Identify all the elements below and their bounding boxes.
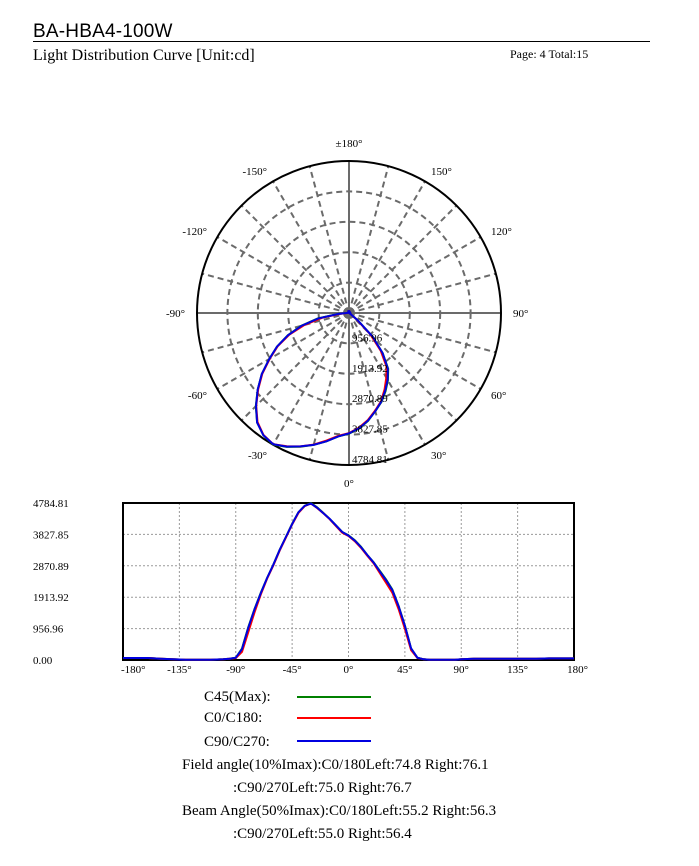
x-tick-label: -180°: [121, 664, 146, 676]
legend-label-c45: C45(Max):: [204, 689, 271, 705]
polar-angle-label: -150°: [242, 166, 267, 178]
field-angle-line-2: :C90/270Left:75.0 Right:76.7: [233, 780, 412, 796]
polar-chart: ±180° 150° 120° 90° 60° 30° 0° -30° -60° -90° -120…: [166, 138, 528, 490]
polar-angle-label: -90°: [166, 308, 185, 320]
polar-spoke: [201, 272, 350, 314]
polar-radial-label: 3827.85: [352, 424, 388, 436]
x-tick-label: 180°: [567, 664, 588, 676]
report-title: BA-HBA4-100W: [33, 21, 173, 42]
polar-series-2: [254, 310, 389, 448]
y-tick-label: 1913.92: [33, 592, 69, 604]
polar-angle-label: 120°: [491, 226, 512, 238]
x-tick-label: -45°: [283, 664, 302, 676]
y-tick-label: 0.00: [33, 655, 53, 667]
x-tick-label: 0°: [344, 664, 354, 676]
polar-spoke: [348, 180, 426, 314]
line-series-2: [123, 502, 574, 661]
polar-outer-circle: [196, 160, 502, 466]
y-tick-label: 3827.85: [33, 529, 69, 541]
polar-angle-label: 60°: [491, 390, 506, 402]
polar-spoke: [240, 312, 350, 422]
y-tick-label: 4784.81: [33, 498, 69, 510]
polar-spoke: [216, 312, 350, 390]
field-angle-line-1: Field angle(10%Imax):C0/180Left:74.8 Rig…: [182, 757, 489, 773]
polar-spoke: [201, 312, 350, 354]
polar-spoke: [348, 236, 482, 314]
polar-spoke: [348, 312, 497, 354]
polar-angle-label: -120°: [182, 226, 207, 238]
polar-angle-label: 150°: [431, 166, 452, 178]
x-tick-label: 90°: [454, 664, 469, 676]
x-tick-label: 45°: [397, 664, 412, 676]
polar-spoke: [348, 204, 458, 314]
polar-spoke: [348, 272, 497, 314]
x-tick-label: -90°: [226, 664, 245, 676]
polar-angle-label: -30°: [248, 450, 267, 462]
beam-angle-line-1: Beam Angle(50%Imax):C0/180Left:55.2 Righ…: [182, 803, 497, 819]
y-tick-label: 2870.89: [33, 561, 69, 573]
legend-swatch-c0: [297, 717, 371, 719]
polar-spoke: [216, 236, 350, 314]
page-header: BA-HBA4-100W Light Distribution Curve [U…: [0, 0, 699, 80]
polar-spoke: [240, 204, 350, 314]
polar-spoke: [272, 312, 350, 446]
polar-spoke: [348, 165, 390, 314]
legend-label-c90: C90/C270:: [204, 734, 270, 750]
beam-angle-line-2: :C90/270Left:55.0 Right:56.4: [233, 826, 412, 842]
polar-spoke: [348, 312, 390, 461]
polar-angle-label: ±180°: [336, 138, 363, 150]
polar-radial-label: 2870.89: [352, 393, 388, 405]
plot-frame: [122, 502, 575, 661]
polar-radial-label: 956.96: [352, 332, 383, 344]
page-indicator: Page: 4 Total:15: [510, 47, 589, 61]
legend-label-c0: C0/C180:: [204, 710, 263, 726]
legend-swatch-c90: [297, 740, 371, 742]
legend-swatch-c45: [297, 696, 371, 698]
header-divider: [33, 41, 650, 42]
x-tick-label: 135°: [507, 664, 528, 676]
polar-angle-label: 0°: [344, 478, 354, 490]
x-tick-label: -135°: [167, 664, 192, 676]
y-tick-label: 956.96: [33, 624, 64, 636]
polar-spoke: [308, 165, 350, 314]
polar-spoke: [272, 180, 350, 314]
chart-subtitle: Light Distribution Curve [Unit:cd]: [33, 47, 255, 64]
polar-angle-label: 90°: [513, 308, 528, 320]
polar-angle-label: 30°: [431, 450, 446, 462]
polar-spoke: [348, 312, 482, 390]
polar-angle-label: -60°: [188, 390, 207, 402]
polar-radial-label: 1913.92: [352, 363, 388, 375]
polar-radial-label: 4784.81: [352, 454, 388, 466]
polar-spoke: [308, 312, 350, 461]
